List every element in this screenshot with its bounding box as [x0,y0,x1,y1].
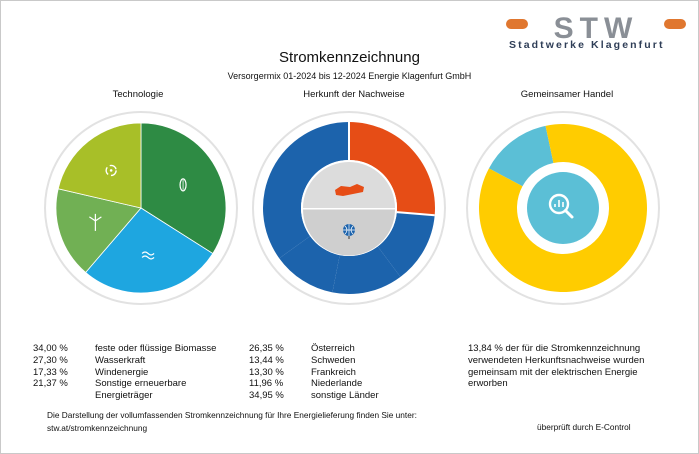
chart-title-handel: Gemeinsamer Handel [520,89,614,100]
handel-note: 13,84 % der für die Stromkennzeichnung v… [468,343,645,390]
footer-text: Die Darstellung der vollumfassenden Stro… [47,410,417,420]
chart-title-herkunft: Herkunft der Nachweise [303,89,405,100]
donut-segment-brige [479,124,647,292]
chart-title-technologie: Technologie [112,89,164,100]
legend-item: 34,00 % feste oder flüssige Biomasse [33,343,217,354]
water-waves-icon [141,251,155,260]
donut-segment-schweden [377,212,435,277]
pie-slice-feste-oder-fl-ssige-biomasse [140,122,227,255]
legend-item: 11,96 % Niederlande [249,378,363,390]
legend-item: 26,35 % Österreich [249,343,355,354]
center-half-oesterreich [303,162,395,208]
donut-segment-frankreich [332,246,401,294]
donut-segment-niederlande [279,236,340,293]
donut-segment-sonstige-l-nder [263,121,349,259]
corn-cob-icon [179,178,187,192]
pie-slice-sonstige-erneuerbare [57,122,142,209]
legend-item: 34,95 % sonstige Länder [249,390,379,402]
footer: Die Darstellung der vollumfassenden Stro… [47,409,417,434]
legend-herkunft: 26,35 % Österreich 13,44 % Schweden 13,30 … [249,343,379,402]
legend-item: 17,33 % Windenergie [33,366,149,378]
page-title: Stromkennzeichnung [279,49,420,66]
logo-text: STW [554,12,639,45]
magnifier-chart-icon [548,193,574,219]
recycle-icon [105,164,117,177]
donut-segment-sterreich [349,122,435,216]
pie-slice-windenergie [55,188,142,274]
donut-segment-gemeinsam-gehandelt [488,125,554,187]
legend-item: 27,30 % Wasserkraft [33,354,146,366]
austria-map-icon [335,184,364,196]
page-subtitle: Versorgermix 01-2024 bis 12-2024 Energie… [227,71,472,81]
legend-technologie: 34,00 % feste oder flüssige Biomasse 27,3… [33,343,216,402]
econtrol-verified: überprüft durch E-Control [537,422,631,432]
stw-logo: STW [506,12,686,45]
pie-slice-wasserkraft [85,207,214,294]
wind-turbine-icon [89,213,102,231]
chart-technologie [44,111,238,305]
chart-handel [466,111,660,305]
chart-herkunft [252,111,446,305]
logo-tagline: Stadtwerke Klagenfurt [509,39,665,51]
globe-icon [343,224,355,239]
legend-item: 21,37 % Sonstige erneuerbare [33,378,187,390]
center-disc [527,172,599,244]
legend-item-continuation: Energieträger [95,390,153,402]
legend-item: 13,44 % Schweden [249,354,356,366]
legend-item: 13,30 % Frankreich [249,366,356,378]
stromkennzeichnung-link[interactable]: stw.at/stromkennzeichnung [47,422,148,433]
